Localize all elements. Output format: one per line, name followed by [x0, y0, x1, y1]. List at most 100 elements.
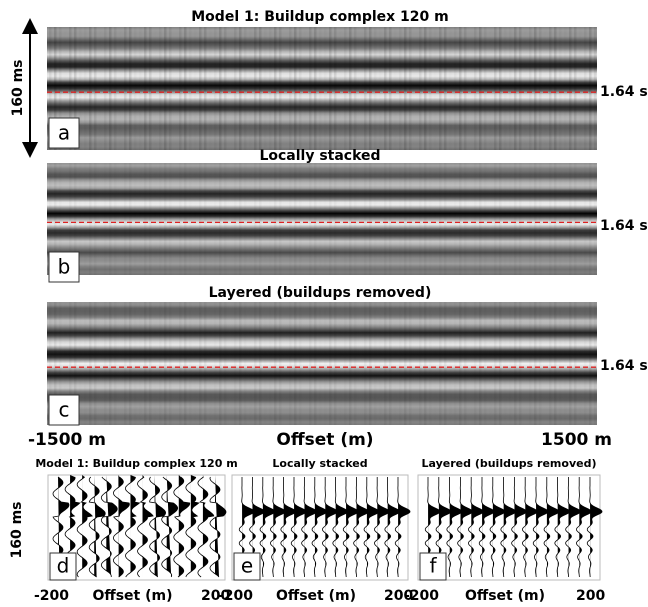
- seismic-texture: [134, 163, 137, 275]
- seismic-texture: [419, 302, 422, 425]
- seismic-texture: [584, 27, 587, 150]
- seismic-texture: [369, 27, 372, 150]
- seismic-texture: [444, 27, 447, 150]
- seismic-texture: [424, 163, 427, 275]
- seismic-texture: [139, 302, 142, 425]
- seismic-texture: [154, 163, 157, 275]
- seismic-texture: [239, 302, 242, 425]
- seismic-texture: [179, 302, 182, 425]
- seismic-texture: [344, 163, 347, 275]
- seismic-texture: [294, 163, 297, 275]
- seismic-texture: [494, 302, 497, 425]
- seismic-texture: [249, 302, 252, 425]
- seismic-texture: [529, 27, 532, 150]
- seismic-texture: [114, 27, 117, 150]
- seismic-texture: [439, 302, 442, 425]
- seismic-texture: [154, 27, 157, 150]
- seismic-texture: [299, 27, 302, 150]
- seismic-texture: [309, 302, 312, 425]
- x-right: 200: [576, 588, 605, 604]
- seismic-texture: [244, 302, 247, 425]
- seismic-texture: [224, 27, 227, 150]
- seismic-texture: [239, 27, 242, 150]
- seismic-texture: [279, 302, 282, 425]
- time-label: 1.64 s: [600, 84, 648, 100]
- seismic-texture: [254, 163, 257, 275]
- seismic-texture: [424, 27, 427, 150]
- seismic-texture: [459, 302, 462, 425]
- seismic-texture: [129, 163, 132, 275]
- seismic-texture: [274, 27, 277, 150]
- seismic-texture: [204, 163, 207, 275]
- seismic-texture: [249, 163, 252, 275]
- seismic-texture: [539, 27, 542, 150]
- seismic-texture: [309, 27, 312, 150]
- seismic-texture: [264, 302, 267, 425]
- seismic-texture: [144, 27, 147, 150]
- seismic-texture: [269, 27, 272, 150]
- seismic-texture: [469, 27, 472, 150]
- seismic-texture: [364, 27, 367, 150]
- seismic-texture: [319, 163, 322, 275]
- seismic-texture: [259, 27, 262, 150]
- seismic-texture: [349, 27, 352, 150]
- seismic-texture: [319, 302, 322, 425]
- seismic-texture: [514, 27, 517, 150]
- seismic-texture: [184, 163, 187, 275]
- seismic-texture: [449, 27, 452, 150]
- seismic-texture: [94, 163, 97, 275]
- seismic-texture: [459, 163, 462, 275]
- seismic-texture: [144, 302, 147, 425]
- seismic-texture: [344, 302, 347, 425]
- seismic-texture: [189, 163, 192, 275]
- seismic-texture: [554, 163, 557, 275]
- seismic-texture: [394, 27, 397, 150]
- seismic-texture: [209, 27, 212, 150]
- seismic-texture: [364, 302, 367, 425]
- seismic-texture: [519, 302, 522, 425]
- panel-letter: e: [241, 554, 253, 578]
- seismic-texture: [314, 163, 317, 275]
- seismic-texture: [399, 302, 402, 425]
- seismic-texture: [129, 302, 132, 425]
- x-left: -200: [404, 588, 439, 604]
- seismic-texture: [404, 163, 407, 275]
- seismic-texture: [539, 163, 542, 275]
- seismic-texture: [214, 163, 217, 275]
- seismic-texture: [354, 163, 357, 275]
- seismic-texture: [484, 302, 487, 425]
- seismic-texture: [259, 302, 262, 425]
- seismic-texture: [544, 27, 547, 150]
- seismic-texture: [429, 27, 432, 150]
- seismic-texture: [94, 27, 97, 150]
- seismic-texture: [84, 163, 87, 275]
- seismic-texture: [559, 27, 562, 150]
- seismic-texture: [274, 302, 277, 425]
- seismic-texture: [449, 302, 452, 425]
- seismic-texture: [589, 302, 592, 425]
- seismic-texture: [549, 27, 552, 150]
- seismic-texture: [134, 27, 137, 150]
- seismic-texture: [299, 302, 302, 425]
- seismic-texture: [124, 302, 127, 425]
- seismic-texture: [499, 163, 502, 275]
- x-label: Offset (m): [92, 588, 172, 604]
- axis-label: Offset (m): [276, 430, 373, 450]
- wiggle-panels: dModel 1: Buildup complex 120 m-200Offse…: [34, 457, 605, 604]
- seismic-texture: [219, 163, 222, 275]
- seismic-texture: [89, 27, 92, 150]
- seismic-texture: [449, 163, 452, 275]
- seismic-texture: [334, 302, 337, 425]
- seismic-texture: [199, 302, 202, 425]
- seismic-texture: [104, 302, 107, 425]
- seismic-texture: [149, 27, 152, 150]
- seismic-texture: [344, 27, 347, 150]
- seismic-texture: [504, 302, 507, 425]
- seismic-texture: [189, 302, 192, 425]
- seismic-texture: [519, 163, 522, 275]
- seismic-texture: [594, 27, 597, 150]
- seismic-texture: [104, 27, 107, 150]
- seismic-texture: [304, 302, 307, 425]
- seismic-texture: [374, 27, 377, 150]
- seismic-texture: [289, 163, 292, 275]
